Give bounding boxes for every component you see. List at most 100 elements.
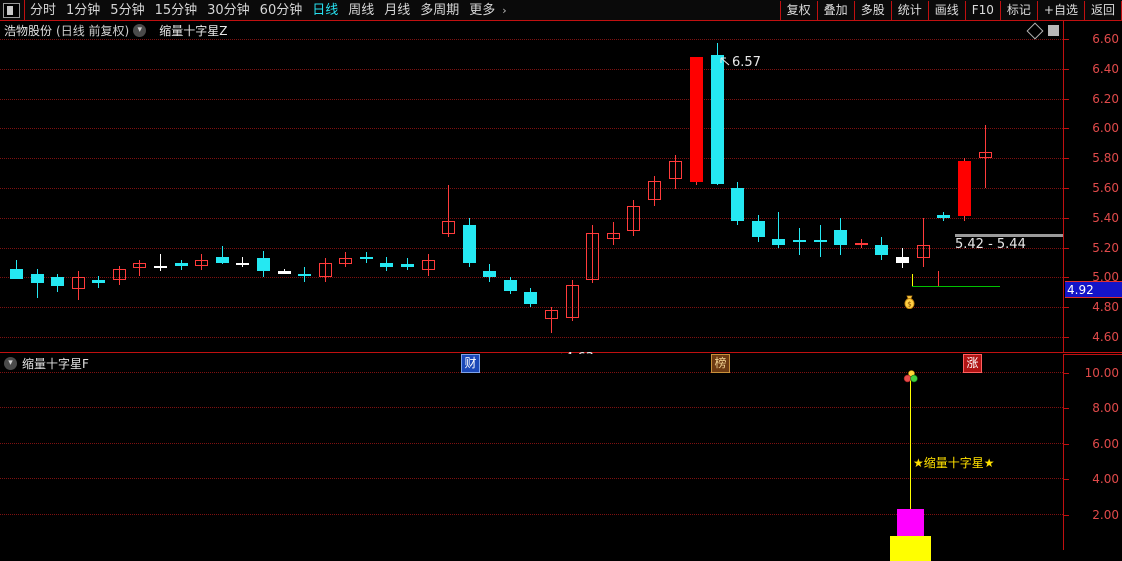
period-60min[interactable]: 60分钟 [259,2,303,18]
candle-body [814,240,827,243]
period-more[interactable]: 更多 [469,2,496,18]
axis-tick [1064,217,1069,219]
support-line [912,286,1000,287]
period-15min[interactable]: 15分钟 [154,2,198,18]
chevron-down-icon[interactable]: ▾ [133,24,147,37]
button-duogu[interactable]: 多股 [853,0,891,20]
axis-tick [1064,514,1069,516]
signal-label: ★缩量十字星★ [913,456,995,470]
button-tongji[interactable]: 统计 [890,0,928,20]
candle-body [752,220,765,238]
indicator-tick-label: 4.00 [1092,472,1119,487]
price-range-annotation: 5.42 - 5.44 [955,237,1026,252]
chevron-right-icon[interactable]: › [502,3,507,17]
support-tick-mid [938,271,939,286]
gridline [0,38,1063,40]
candle-wick [675,155,676,190]
axis-tick [1064,408,1069,410]
sub-indicator-name[interactable]: 缩量十字星F [22,357,89,371]
gridline [0,98,1063,100]
period-fenshi[interactable]: 分时 [30,2,57,18]
sub-gridlines [0,354,1063,550]
axis-tick [1064,128,1069,130]
button-diejia[interactable]: 叠加 [816,0,854,20]
candle-body [793,240,806,243]
period-multi[interactable]: 多周期 [420,2,460,18]
candle-body [711,55,724,184]
period-daily[interactable]: 日线 [312,2,339,18]
axis-tick [1064,187,1069,189]
indicator-tick-label: 10.00 [1084,365,1119,380]
candle-wick [572,280,573,321]
square-icon[interactable] [1048,25,1059,36]
price-tick-label: 4.80 [1092,300,1119,315]
event-mark-cai[interactable]: 财 [461,354,480,373]
candle-wick [551,307,552,333]
candle-body [979,152,992,159]
main-gridlines [0,21,1063,352]
reference-line [955,234,1069,237]
gridline [0,371,1063,373]
period-30min[interactable]: 30分钟 [207,2,250,18]
candle-body [504,280,517,291]
panel-toggle-icon[interactable] [3,2,20,18]
indicator-axis[interactable]: 10.00 8.00 6.00 4.00 2.00 [1063,354,1122,550]
button-add-favorite[interactable]: +自选 [1036,0,1084,20]
gridline [0,478,1063,480]
price-tick-label: 5.20 [1092,240,1119,255]
signal-stem [910,378,911,542]
candle-body [627,205,640,232]
candle-wick [985,125,986,188]
candle-body [566,284,579,318]
candle-body [648,180,661,200]
period-info: (日线 前复权) [56,24,130,38]
chevron-down-icon[interactable]: ▾ [4,357,17,370]
period-weekly[interactable]: 周线 [348,2,375,18]
indicator-panel[interactable]: ▾ 缩量十字星F ★缩量十字星★ [0,354,1063,561]
candle-body [545,310,558,320]
button-fuquan[interactable]: 复权 [779,0,817,20]
candle-body [855,243,868,246]
candle-wick [160,253,161,272]
price-tick-label: 4.60 [1092,330,1119,345]
axis-tick [1064,307,1069,309]
candle-body [360,256,373,259]
toolbar-divider [24,0,25,21]
balloon-icon[interactable] [901,369,920,386]
top-toolbar: 分时 1分钟 5分钟 15分钟 30分钟 60分钟 日线 周线 月线 多周期 更… [0,0,1122,21]
button-huaxian[interactable]: 画线 [927,0,965,20]
candle-body [380,262,393,267]
period-monthly[interactable]: 月线 [384,2,411,18]
arrow-up-left-icon [720,57,730,66]
candle-wick [222,246,223,265]
support-tick-left [912,274,913,286]
candle-body [442,220,455,235]
button-return[interactable]: 返回 [1083,0,1122,20]
indicator-name[interactable]: 缩量十字星Z [159,24,228,38]
event-mark-zhang[interactable]: 涨 [963,354,982,373]
candle-wick [428,253,429,276]
period-1min[interactable]: 1分钟 [66,2,101,18]
candle-body [175,262,188,266]
button-biaoji[interactable]: 标记 [999,0,1037,20]
candle-wick [592,225,593,284]
sub-chart-header: ▾ 缩量十字星F [0,354,89,373]
candle-body [31,274,44,284]
axis-tick [1064,337,1069,339]
high-price-annotation: 6.57 [718,55,761,70]
money-bag-icon[interactable]: $ [901,293,918,310]
price-tick-label: 6.40 [1092,61,1119,76]
button-f10[interactable]: F10 [964,0,1000,20]
toolbar-actions: 复权 叠加 多股 统计 画线 F10 标记 +自选 返回 [779,0,1122,21]
price-tick-label: 6.20 [1092,91,1119,106]
candle-wick [78,271,79,300]
axis-tick [1064,247,1069,249]
price-axis[interactable]: 6.60 6.40 6.20 6.00 5.80 5.60 5.40 5.20 5.00 4.80… [1063,21,1122,353]
candle-body [772,238,785,245]
price-tick-label: 5.60 [1092,180,1119,195]
main-chart-panel[interactable]: 浩物股份 (日线 前复权) ▾ 缩量十字星Z 6.57 4.63 5.42 - … [0,21,1069,373]
candle-body [339,258,352,265]
event-mark-bang[interactable]: 榜 [711,354,730,373]
period-5min[interactable]: 5分钟 [110,2,145,18]
